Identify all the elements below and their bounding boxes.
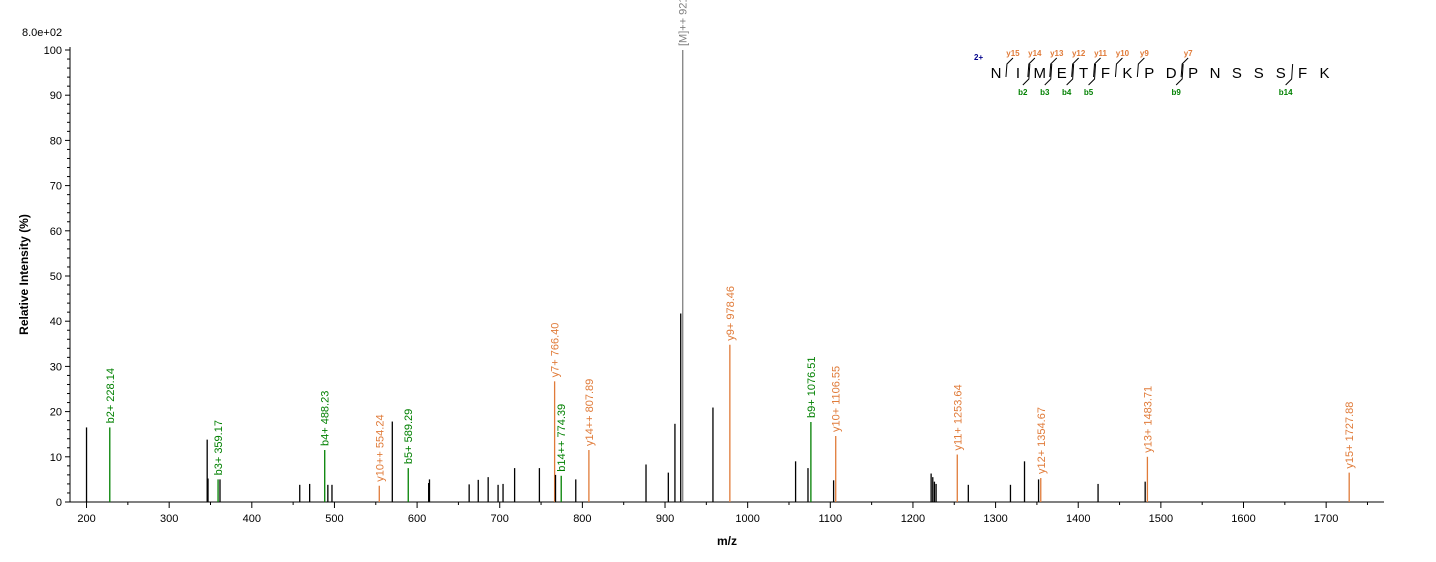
axes: 0 10 20 30 40 50 60 70 80 90 100 200 300 400 500 600 700… xyxy=(44,45,1384,525)
residue: S xyxy=(1276,65,1286,82)
y-tick-label: 10 xyxy=(50,452,62,464)
b-ion-bracket xyxy=(1285,63,1294,86)
y-ion-bracket xyxy=(1071,57,1080,78)
x-tick-label: 1000 xyxy=(735,513,759,525)
x-tick-label: 600 xyxy=(408,513,426,525)
residue: N xyxy=(1210,65,1221,82)
peak-label-y: y13+ 1483.71 xyxy=(1142,386,1154,453)
y-ion-label: y13 xyxy=(1050,49,1064,58)
y-tick-label: 80 xyxy=(50,135,62,147)
peak-label-b: b3+ 359.17 xyxy=(213,420,225,475)
x-axis-title: m/z xyxy=(717,534,737,548)
peak-label-y: y11+ 1253.64 xyxy=(952,384,964,450)
peak-label-y: y14++ 807.89 xyxy=(584,379,596,446)
x-tick-label: 200 xyxy=(77,513,95,525)
y-ion-label: y14 xyxy=(1028,49,1042,58)
x-tick-label: 1600 xyxy=(1231,513,1255,525)
b-ion-label: b5 xyxy=(1084,88,1094,97)
peak-label-y: y7+ 766.40 xyxy=(550,323,562,378)
y-ion-bracket xyxy=(1114,57,1123,78)
y-tick-label: 60 xyxy=(50,226,62,238)
y-tick-label: 100 xyxy=(44,45,62,57)
b-ion-label: b4 xyxy=(1062,88,1072,97)
y-ion-bracket xyxy=(1136,57,1145,78)
peak-label-y: y10++ 554.24 xyxy=(374,414,386,481)
charge-state: 2+ xyxy=(974,53,983,62)
residue: K xyxy=(1122,65,1132,82)
residue: N xyxy=(991,65,1002,82)
residue: S xyxy=(1254,65,1264,82)
residue: M xyxy=(1034,65,1047,82)
x-tick-label: 1500 xyxy=(1149,513,1173,525)
y-ion-bracket xyxy=(1005,57,1014,78)
y-ion-label: y10 xyxy=(1116,49,1130,58)
b-ion-bracket xyxy=(1044,63,1053,86)
x-tick-label: 500 xyxy=(325,513,343,525)
y-ion-bracket xyxy=(1049,57,1058,78)
y-tick-label: 70 xyxy=(50,181,62,193)
y-ion-bracket xyxy=(1180,57,1189,78)
y-axis-title: Relative Intensity (%) xyxy=(17,214,31,335)
x-tick-label: 300 xyxy=(160,513,178,525)
y-ion-label: y9 xyxy=(1140,49,1149,58)
y-tick-label: 30 xyxy=(50,361,62,373)
residue: F xyxy=(1298,65,1307,82)
x-tick-label: 900 xyxy=(656,513,674,525)
y-ion-label: y12 xyxy=(1072,49,1086,58)
x-tick-label: 1300 xyxy=(983,513,1007,525)
peak-label-y: y10+ 1106.55 xyxy=(831,366,843,432)
b-ion-label: b14 xyxy=(1279,88,1293,97)
x-tick-label: 1700 xyxy=(1314,513,1338,525)
residue: D xyxy=(1166,65,1177,82)
peak-label-precursor: [M]++ 921.43 xyxy=(678,0,690,46)
y-tick-label: 90 xyxy=(50,90,62,102)
y-ion-bracket xyxy=(1093,57,1101,78)
residue: I xyxy=(1016,65,1020,82)
b-ion-label: b3 xyxy=(1040,88,1050,97)
y-ion-label: y15 xyxy=(1006,49,1020,58)
b-ion-bracket xyxy=(1066,63,1075,86)
peak-label-b: b5+ 589.29 xyxy=(403,409,415,464)
x-tick-label: 1400 xyxy=(1066,513,1090,525)
peaks xyxy=(85,50,1350,502)
b-ion-label: b2 xyxy=(1018,88,1028,97)
peak-label-y: y12+ 1354.67 xyxy=(1036,407,1048,474)
y-ion-bracket xyxy=(1027,57,1036,78)
y-tick-label: 40 xyxy=(50,316,62,328)
residue: S xyxy=(1232,65,1242,82)
b-ion-bracket xyxy=(1175,63,1184,86)
x-tick-label: 800 xyxy=(573,513,591,525)
x-tick-label: 700 xyxy=(491,513,509,525)
intensity-scale-label: 8.0e+02 xyxy=(22,27,62,39)
peak-label-b: b14++ 774.39 xyxy=(556,404,568,472)
y-tick-label: 20 xyxy=(50,407,62,419)
residue: T xyxy=(1079,65,1088,82)
x-tick-label: 1100 xyxy=(818,513,842,525)
residue: E xyxy=(1057,65,1067,82)
x-tick-label: 1200 xyxy=(901,513,925,525)
b-ion-bracket xyxy=(1088,63,1097,86)
y-ion-label: y7 xyxy=(1184,49,1193,58)
residue: K xyxy=(1319,65,1329,82)
peak-labels: b2+ 228.14 b3+ 359.17 b4+ 488.23 y10++ 554.… xyxy=(105,0,1356,482)
y-ion-label: y11 xyxy=(1094,49,1107,58)
b-ion-bracket xyxy=(1022,63,1031,86)
peak-label-y: y9+ 978.46 xyxy=(725,286,737,341)
x-tick-label: 400 xyxy=(243,513,261,525)
residue: P xyxy=(1188,65,1198,82)
peak-label-b: b4+ 488.23 xyxy=(320,391,332,446)
b-ion-label: b9 xyxy=(1171,88,1181,97)
peak-label-b: b2+ 228.14 xyxy=(105,368,117,423)
residue: P xyxy=(1144,65,1154,82)
peak-label-b: b9+ 1076.51 xyxy=(806,357,818,418)
peak-label-y: y15+ 1727.88 xyxy=(1344,402,1356,469)
residue: F xyxy=(1101,65,1110,82)
y-tick-label: 0 xyxy=(56,497,62,509)
y-tick-label: 50 xyxy=(50,271,62,283)
